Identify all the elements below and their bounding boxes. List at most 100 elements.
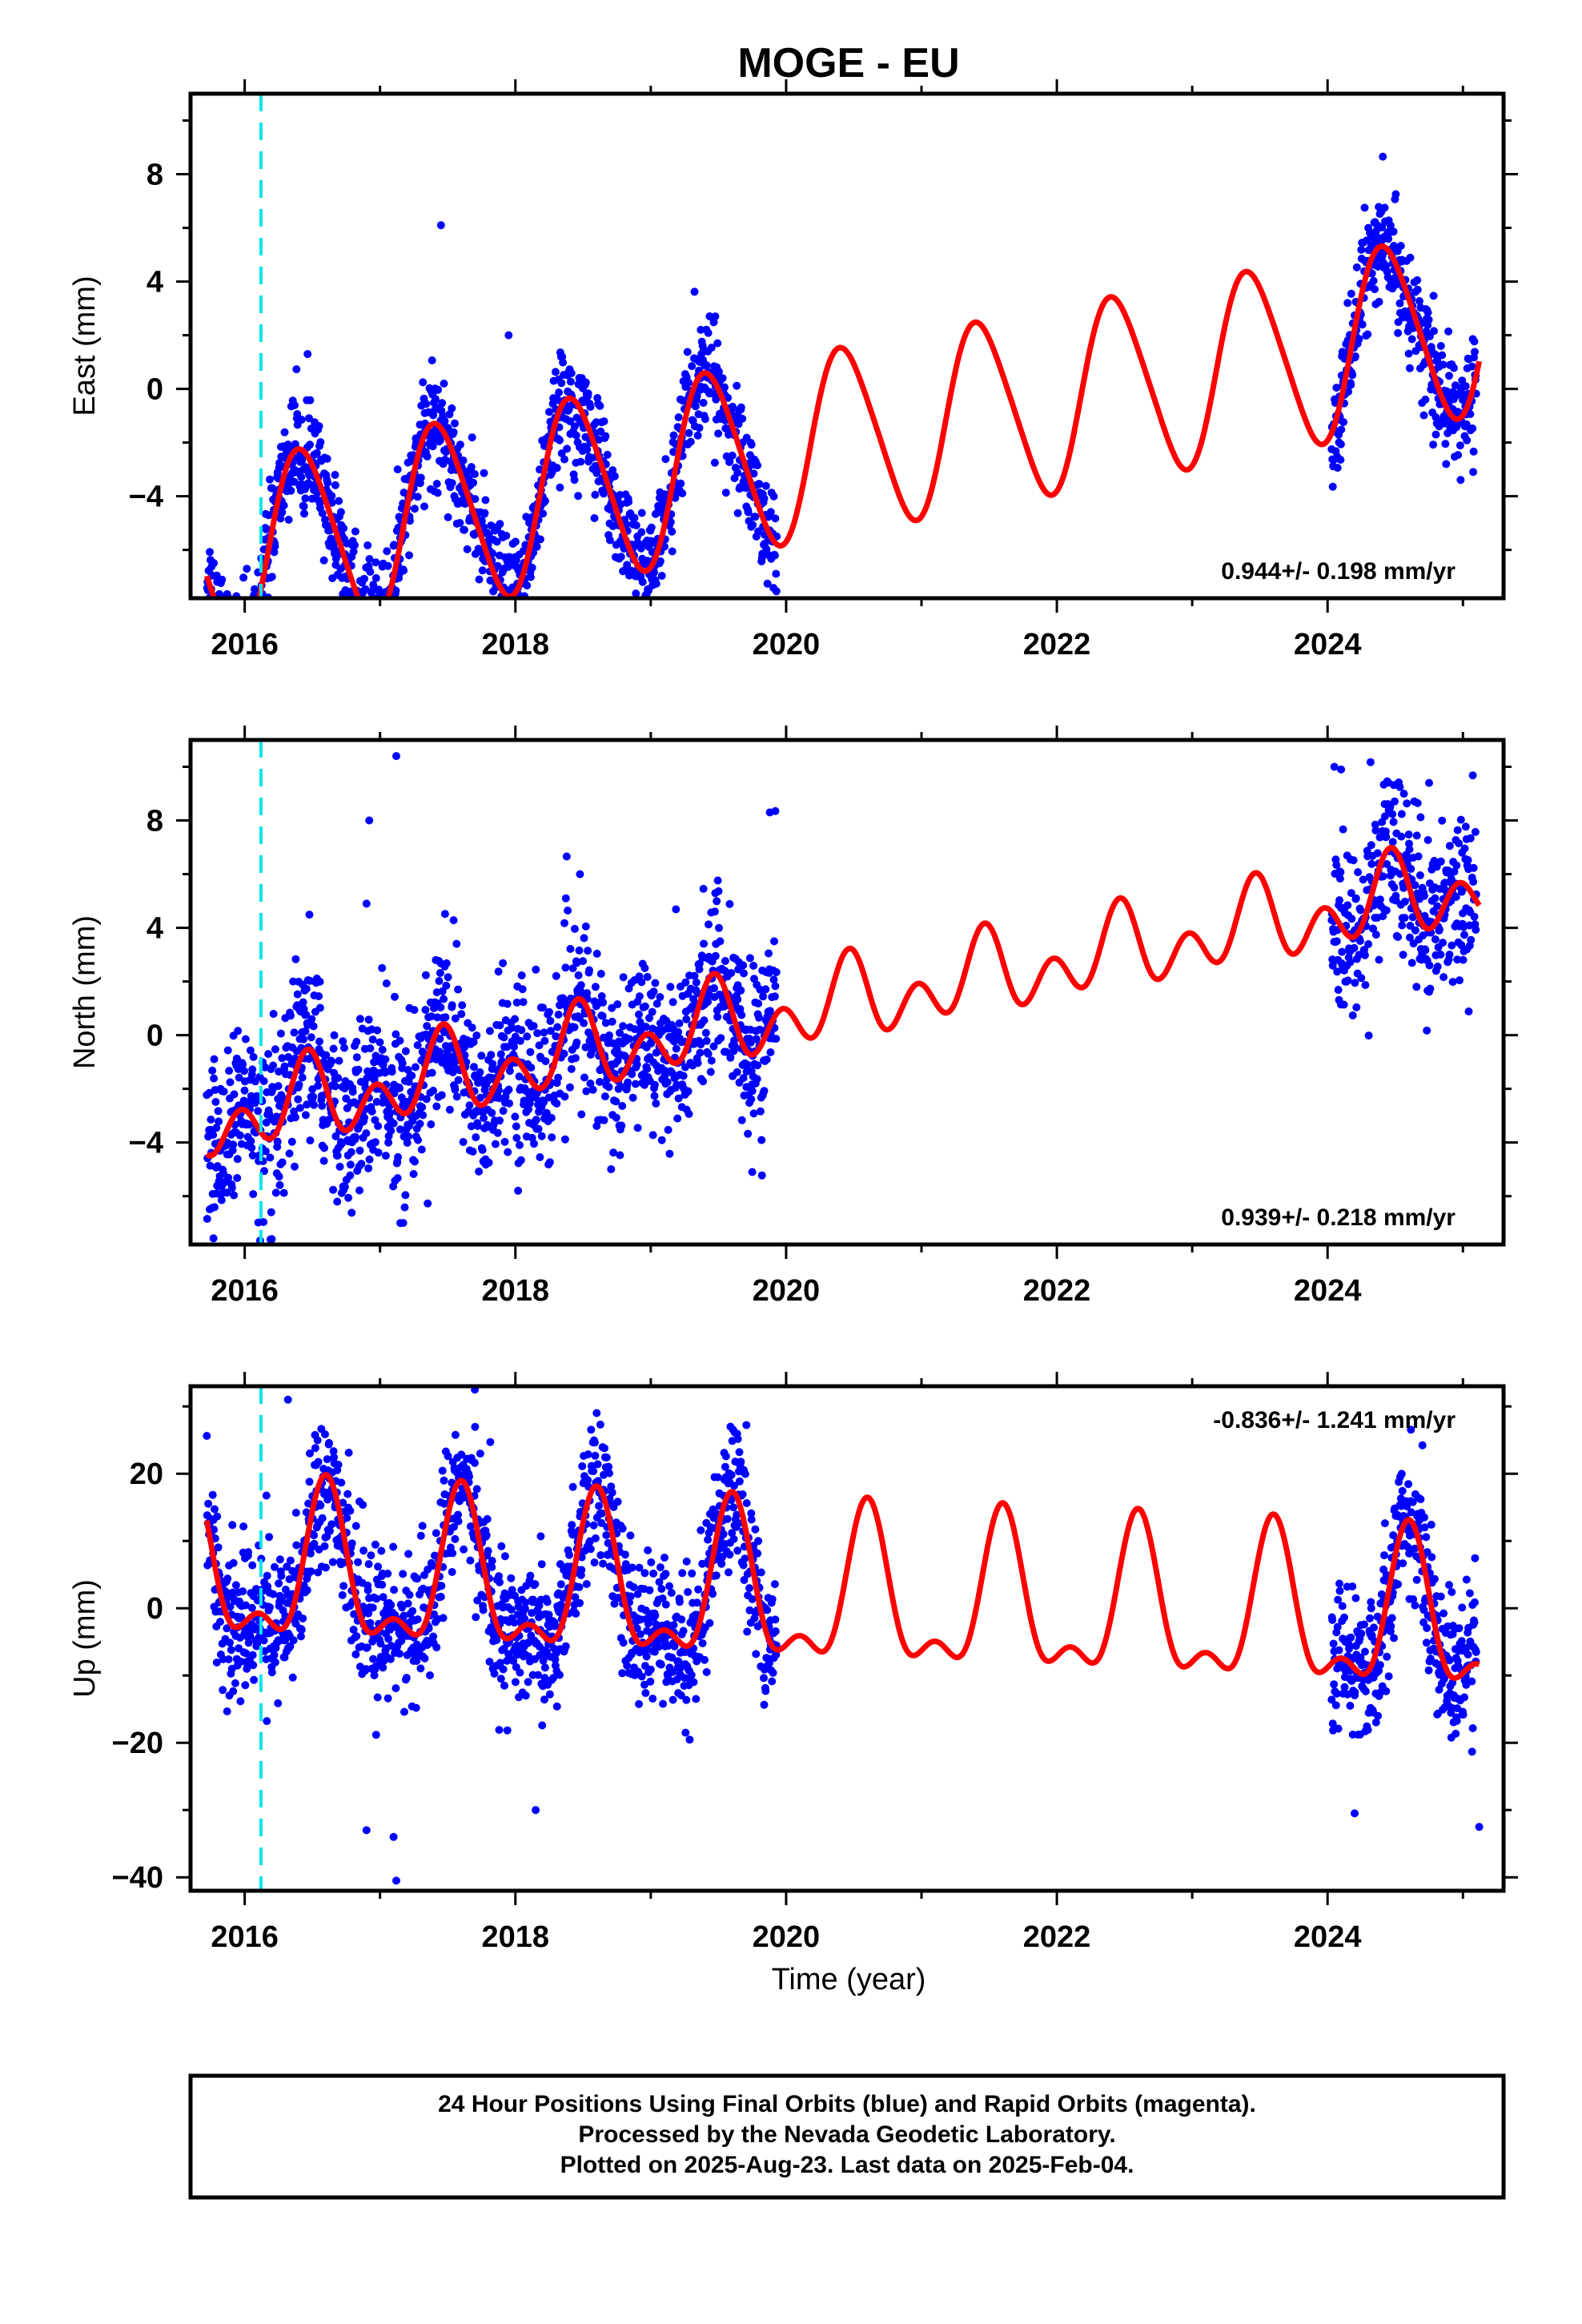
data-point xyxy=(368,1035,377,1044)
data-point xyxy=(633,1124,642,1132)
data-point xyxy=(616,553,625,561)
data-point xyxy=(454,985,463,994)
data-point xyxy=(484,1546,492,1555)
data-point xyxy=(235,1131,244,1140)
data-point xyxy=(210,1074,219,1083)
data-point xyxy=(229,1687,238,1695)
data-point xyxy=(211,611,219,619)
data-point xyxy=(577,1110,586,1119)
data-point xyxy=(495,1572,503,1581)
data-point xyxy=(1388,838,1397,846)
data-point xyxy=(545,408,553,416)
data-point xyxy=(369,581,378,589)
data-point xyxy=(1471,348,1479,356)
data-point xyxy=(423,452,432,460)
data-point xyxy=(452,939,461,948)
data-point xyxy=(231,1581,240,1590)
data-point xyxy=(640,1569,649,1578)
data-point xyxy=(1439,973,1448,982)
data-point xyxy=(669,448,678,456)
data-point xyxy=(630,513,639,522)
data-point xyxy=(419,378,428,387)
data-point xyxy=(214,1543,223,1552)
data-point xyxy=(566,944,575,953)
data-point xyxy=(549,1674,558,1683)
data-point xyxy=(589,1467,598,1475)
data-point xyxy=(692,978,701,987)
data-point xyxy=(352,1053,361,1062)
data-point xyxy=(485,1658,494,1666)
data-point xyxy=(460,525,468,534)
data-point xyxy=(700,939,708,948)
data-point xyxy=(710,984,718,992)
data-point xyxy=(257,1554,266,1563)
data-point xyxy=(335,1162,344,1171)
data-point xyxy=(482,1531,491,1539)
data-point xyxy=(217,1196,226,1204)
data-point xyxy=(212,670,220,678)
data-point xyxy=(633,621,641,629)
data-point xyxy=(591,1534,600,1542)
data-point xyxy=(580,1073,588,1082)
data-point xyxy=(203,600,211,608)
data-point xyxy=(314,1081,323,1090)
data-point xyxy=(387,1601,396,1610)
data-point xyxy=(459,1138,468,1146)
data-point xyxy=(440,1028,448,1036)
data-point xyxy=(704,328,713,337)
data-point xyxy=(469,478,478,487)
data-point xyxy=(352,614,360,622)
data-point xyxy=(693,1598,701,1607)
data-point xyxy=(247,1136,255,1145)
data-point xyxy=(638,577,647,586)
data-point xyxy=(693,1059,702,1068)
data-point xyxy=(263,1717,271,1726)
data-point xyxy=(733,1068,741,1076)
data-point xyxy=(334,1461,343,1469)
data-point xyxy=(331,480,339,489)
data-point xyxy=(227,1184,236,1192)
data-point xyxy=(617,1121,626,1130)
data-point xyxy=(1380,203,1389,212)
data-point xyxy=(347,1148,355,1156)
data-point xyxy=(441,1013,450,1022)
data-point xyxy=(556,436,564,444)
data-point xyxy=(650,568,658,577)
data-point xyxy=(411,505,419,513)
data-point xyxy=(343,1490,352,1498)
data-point xyxy=(410,1006,419,1015)
data-point xyxy=(396,1036,404,1045)
data-point xyxy=(747,1095,756,1104)
data-point xyxy=(226,1078,235,1087)
data-point xyxy=(1364,940,1373,948)
data-point xyxy=(727,1470,736,1479)
data-point xyxy=(1433,356,1442,365)
data-point xyxy=(1431,430,1440,439)
data-point xyxy=(364,1015,373,1024)
data-point xyxy=(465,1101,474,1110)
data-point xyxy=(526,1571,535,1580)
data-point xyxy=(691,402,700,411)
data-point xyxy=(263,1582,272,1591)
data-point xyxy=(564,907,572,915)
data-point xyxy=(537,1132,546,1140)
data-point xyxy=(517,612,525,620)
data-point xyxy=(616,1028,624,1037)
data-point xyxy=(476,1068,484,1076)
data-point xyxy=(750,975,758,983)
data-point xyxy=(584,947,592,955)
data-point xyxy=(511,1112,520,1121)
data-point xyxy=(532,542,541,551)
data-point xyxy=(1431,935,1439,943)
data-point xyxy=(436,1035,444,1043)
data-point xyxy=(769,492,778,501)
data-point xyxy=(291,955,300,963)
data-point xyxy=(319,1156,328,1165)
data-point xyxy=(632,589,640,598)
data-point xyxy=(279,1188,288,1197)
data-point xyxy=(269,1010,278,1018)
data-point xyxy=(384,1138,393,1147)
data-point xyxy=(1355,937,1364,945)
data-point xyxy=(640,609,648,617)
data-point xyxy=(494,967,503,976)
